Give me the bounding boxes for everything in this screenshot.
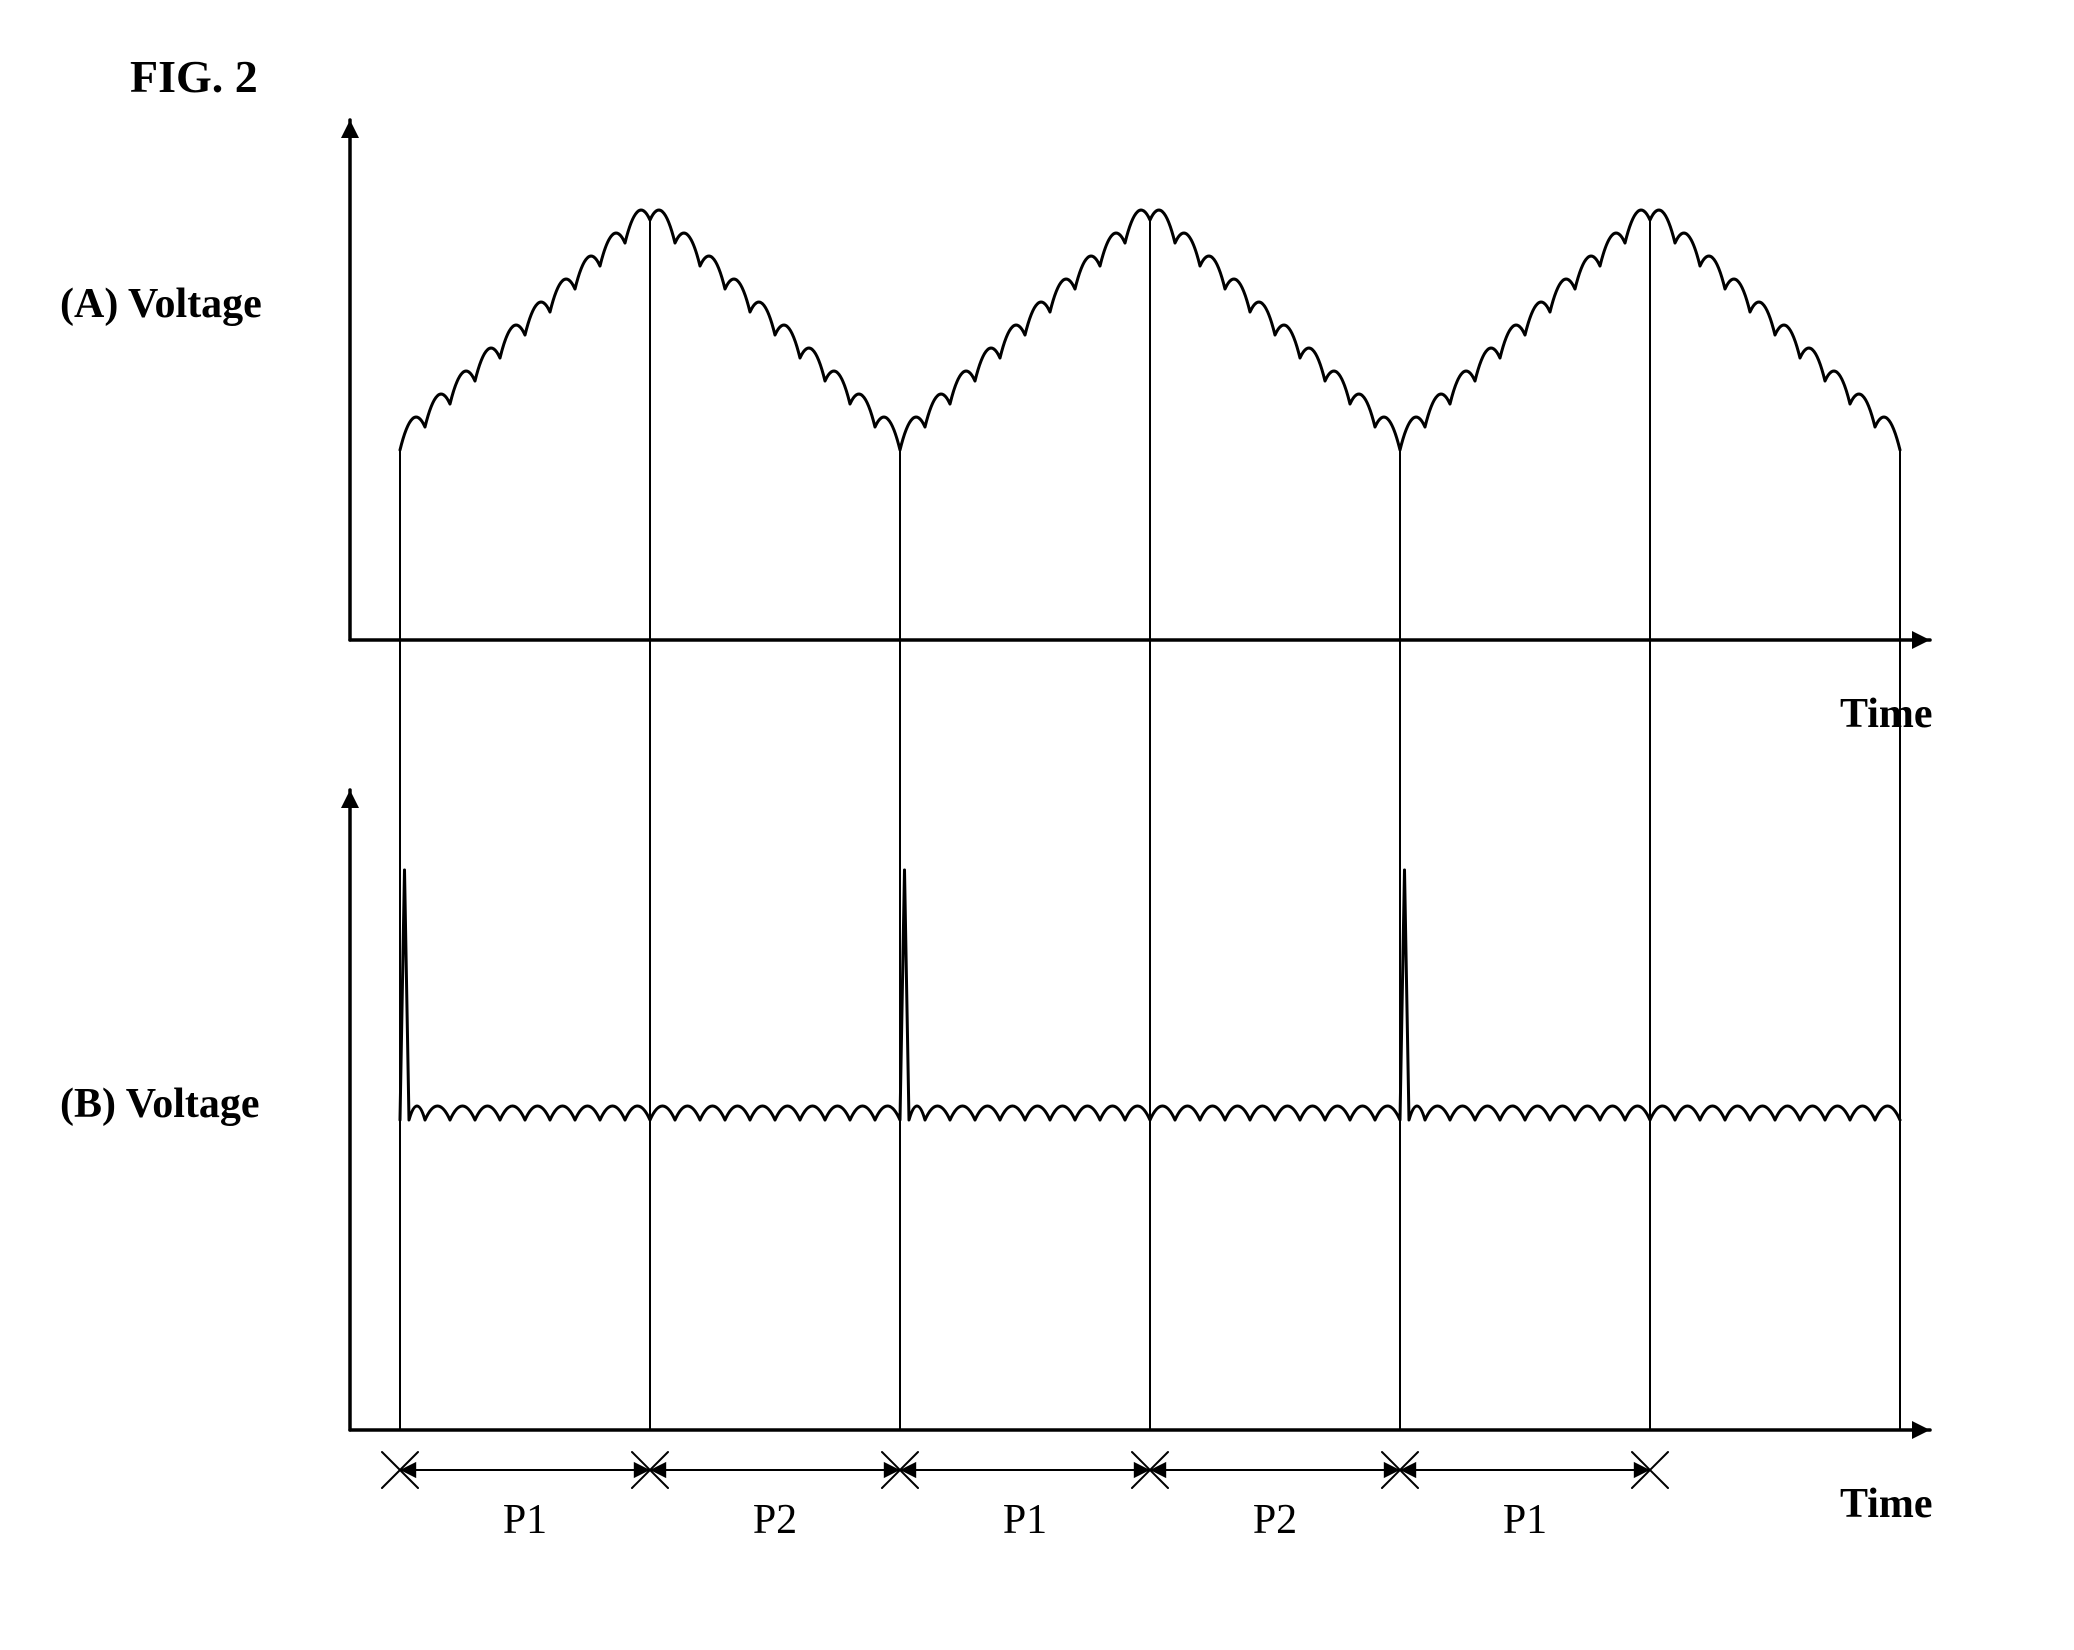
period-label: P1 bbox=[503, 1497, 547, 1543]
period-label: P2 bbox=[1253, 1497, 1297, 1543]
period-label: P2 bbox=[753, 1497, 797, 1543]
period-label: P1 bbox=[1503, 1497, 1547, 1543]
period-label: P1 bbox=[1003, 1497, 1047, 1543]
waveform-diagram: P1 P2 P1 P2 P1 bbox=[0, 0, 2074, 1650]
